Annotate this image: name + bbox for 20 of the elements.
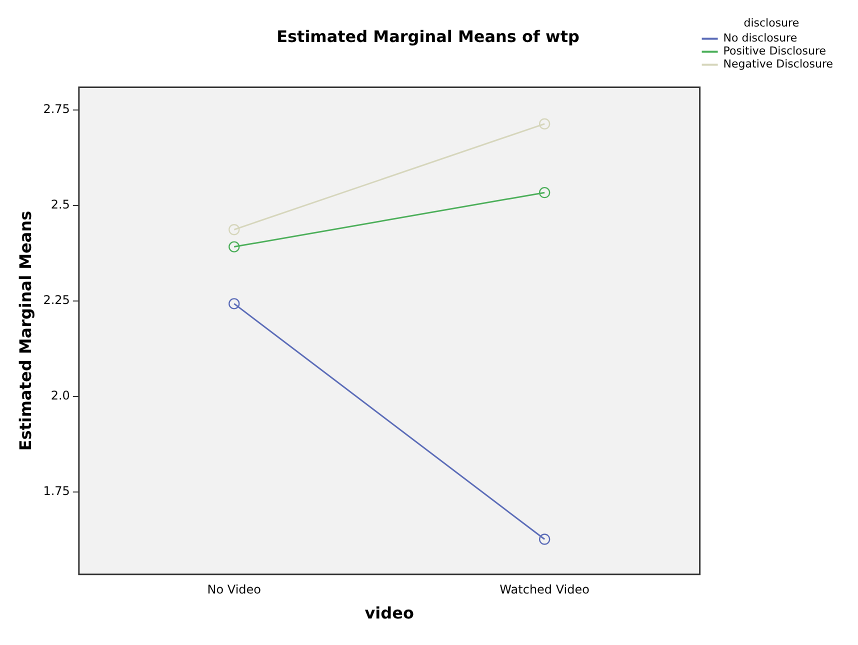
legend-label: Positive Disclosure <box>723 44 826 58</box>
legend-label: Negative Disclosure <box>723 58 834 71</box>
y-axis-title: Estimated Marginal Means <box>16 210 35 451</box>
y-tick-label: 2.5 <box>50 198 70 212</box>
point <box>228 298 240 310</box>
x-axis-title: video <box>364 604 414 623</box>
point <box>538 186 550 198</box>
point <box>538 118 550 130</box>
y-tick-label: 2.25 <box>43 293 70 308</box>
x-tick-label: Watched Video <box>500 582 590 597</box>
legend-title: disclosure <box>744 16 800 30</box>
point <box>538 534 550 545</box>
point <box>228 241 240 252</box>
legend-label: No disclosure <box>723 32 798 45</box>
y-tick-label: 2.75 <box>43 102 70 116</box>
chart-title: Estimated Marginal Means of wtp <box>276 26 580 46</box>
y-tick-label: 2.0 <box>50 388 70 403</box>
point <box>228 224 240 236</box>
x-tick-label: No Video <box>207 582 262 597</box>
y-tick-label: 1.75 <box>43 484 70 498</box>
